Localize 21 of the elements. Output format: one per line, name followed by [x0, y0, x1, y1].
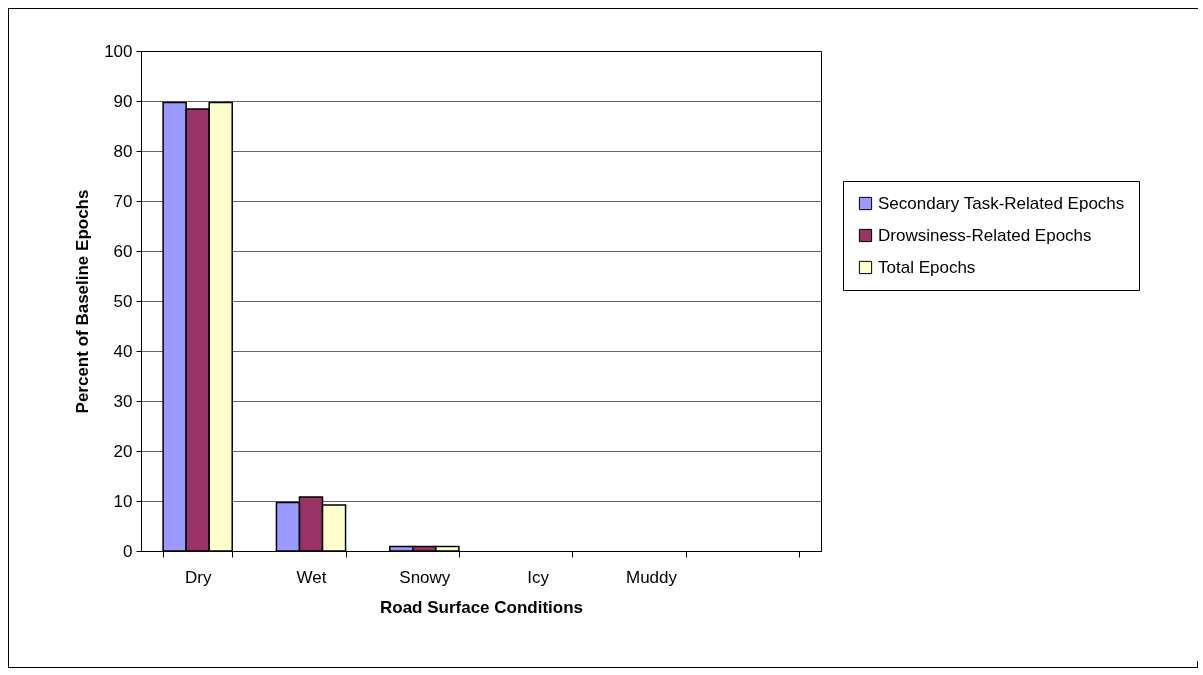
- y-tick-label: 60: [113, 241, 133, 261]
- legend-label: Drowsiness-Related Epochs: [878, 225, 1092, 245]
- y-tick-label: 100: [104, 41, 133, 61]
- y-axis-title: Percent of Baseline Epochs: [73, 189, 93, 414]
- x-tick-label: Dry: [184, 567, 212, 587]
- x-tick-label: Icy: [527, 567, 550, 587]
- x-tick-label: Snowy: [399, 567, 451, 587]
- y-tick-label: 70: [113, 191, 133, 211]
- y-tick-label: 80: [113, 141, 133, 161]
- y-tick-label: 0: [123, 541, 133, 561]
- x-tick-label: Muddy: [625, 567, 678, 587]
- x-axis-title: Road Surface Conditions: [379, 597, 584, 617]
- y-tick-label: 50: [113, 291, 133, 311]
- legend-label: Total Epochs: [878, 257, 976, 277]
- x-tick-label: Wet: [296, 567, 327, 587]
- y-tick-label: 30: [113, 391, 133, 411]
- y-tick-label: 10: [113, 491, 133, 511]
- y-tick-label: 40: [113, 341, 133, 361]
- y-tick-label: 20: [113, 441, 133, 461]
- legend-label: Secondary Task-Related Epochs: [878, 193, 1125, 213]
- y-tick-label: 90: [113, 91, 133, 111]
